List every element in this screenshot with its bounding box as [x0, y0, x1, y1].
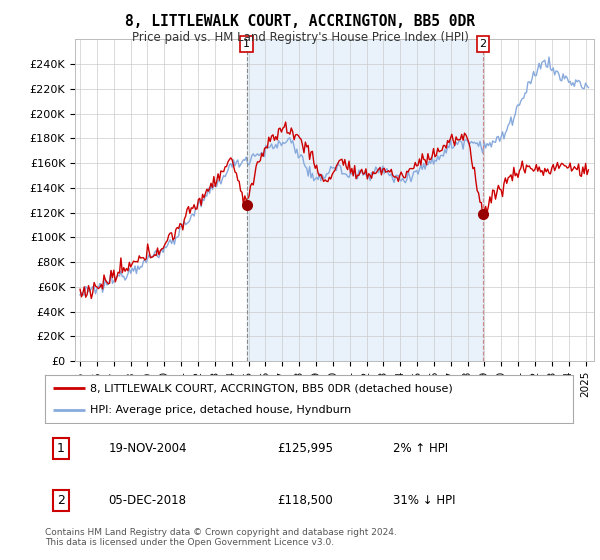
Text: 05-DEC-2018: 05-DEC-2018: [109, 494, 187, 507]
Text: 1: 1: [57, 442, 65, 455]
Text: 31% ↓ HPI: 31% ↓ HPI: [394, 494, 456, 507]
Text: 19-NOV-2004: 19-NOV-2004: [109, 442, 187, 455]
Text: 2% ↑ HPI: 2% ↑ HPI: [394, 442, 449, 455]
Text: 8, LITTLEWALK COURT, ACCRINGTON, BB5 0DR: 8, LITTLEWALK COURT, ACCRINGTON, BB5 0DR: [125, 14, 475, 29]
Text: Price paid vs. HM Land Registry's House Price Index (HPI): Price paid vs. HM Land Registry's House …: [131, 31, 469, 44]
Bar: [247, 39, 483, 361]
Text: HPI: Average price, detached house, Hyndburn: HPI: Average price, detached house, Hynd…: [90, 405, 351, 415]
Text: Contains HM Land Registry data © Crown copyright and database right 2024.
This d: Contains HM Land Registry data © Crown c…: [45, 528, 397, 547]
Text: 8, LITTLEWALK COURT, ACCRINGTON, BB5 0DR (detached house): 8, LITTLEWALK COURT, ACCRINGTON, BB5 0DR…: [90, 383, 452, 393]
Text: £118,500: £118,500: [277, 494, 333, 507]
Text: 2: 2: [57, 494, 65, 507]
Text: 2: 2: [479, 39, 487, 49]
Text: £125,995: £125,995: [277, 442, 334, 455]
Text: 1: 1: [243, 39, 250, 49]
